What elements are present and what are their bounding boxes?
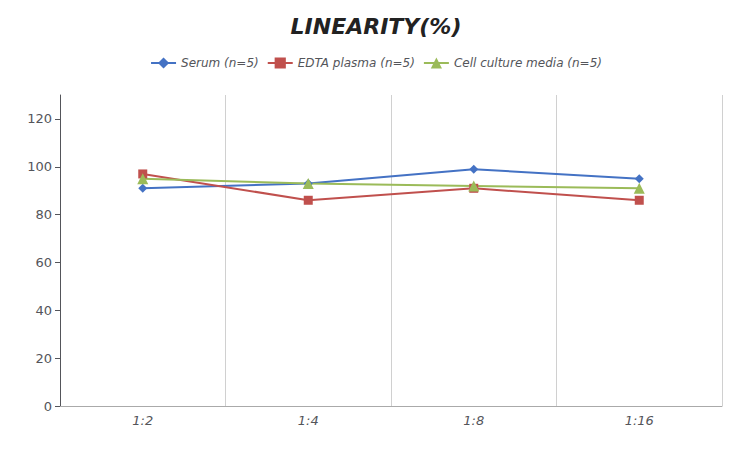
- svg-text:1:4: 1:4: [298, 413, 319, 428]
- svg-text:Cell culture media (n=5): Cell culture media (n=5): [454, 56, 602, 70]
- svg-text:100: 100: [27, 159, 52, 174]
- svg-text:Serum (n=5): Serum (n=5): [181, 56, 259, 70]
- svg-text:1:16: 1:16: [625, 413, 654, 428]
- svg-text:60: 60: [35, 255, 52, 270]
- svg-text:1:2: 1:2: [132, 413, 153, 428]
- svg-text:120: 120: [27, 111, 52, 126]
- svg-text:LINEARITY(%): LINEARITY(%): [291, 14, 462, 39]
- svg-text:1:8: 1:8: [463, 413, 484, 428]
- svg-text:0: 0: [44, 399, 52, 414]
- svg-text:80: 80: [35, 207, 52, 222]
- svg-text:20: 20: [35, 351, 52, 366]
- svg-text:EDTA plasma (n=5): EDTA plasma (n=5): [298, 56, 415, 70]
- svg-text:40: 40: [35, 303, 52, 318]
